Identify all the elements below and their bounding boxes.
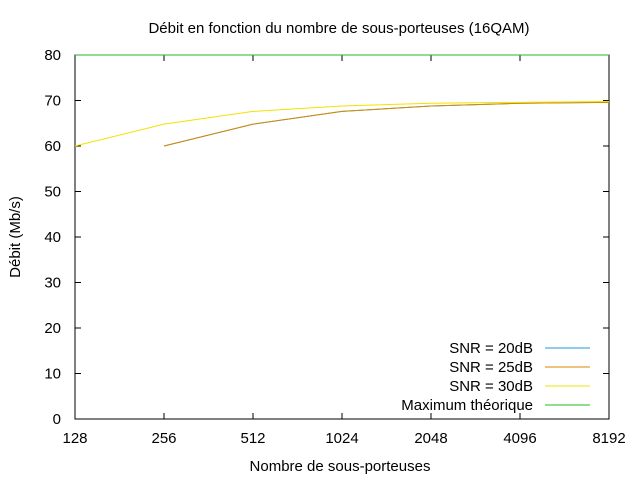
x-tick-label: 2048 — [414, 430, 447, 447]
y-tick-label: 20 — [44, 320, 61, 337]
x-tick-label: 8192 — [592, 430, 625, 447]
y-tick-label: 80 — [44, 47, 61, 64]
y-tick-label: 60 — [44, 138, 61, 155]
y-tick-label: 40 — [44, 229, 61, 246]
axes: 0 10 20 30 40 50 60 70 80 128 256 512 1024 2048 4096 81… — [44, 47, 625, 447]
x-axis-title: Nombre de sous-porteuses — [250, 458, 431, 475]
y-tick-label: 10 — [44, 366, 61, 383]
y-tick-label: 0 — [53, 411, 61, 428]
x-tick-label: 1024 — [325, 430, 358, 447]
x-tick-label: 128 — [62, 430, 87, 447]
legend-label: SNR = 20dB — [449, 340, 533, 357]
legend-label: Maximum théorique — [401, 397, 533, 414]
series-line-snr-30db — [74, 100, 610, 147]
y-axis-title: Débit (Mb/s) — [7, 196, 24, 278]
legend-label: SNR = 25dB — [449, 359, 533, 376]
chart-title: Débit en fonction du nombre de sous-port… — [148, 20, 529, 37]
series-lines — [74, 54, 610, 147]
y-tick-label: 30 — [44, 275, 61, 292]
x-tick-label: 4096 — [503, 430, 536, 447]
x-tick-label: 256 — [151, 430, 176, 447]
y-tick-label: 70 — [44, 93, 61, 110]
series-line-snr-25db — [163, 101, 610, 147]
y-tick-label: 50 — [44, 184, 61, 201]
x-tick-label: 512 — [240, 430, 265, 447]
legend: SNR = 20dB SNR = 25dB SNR = 30dB Maximum th… — [401, 340, 590, 414]
legend-label: SNR = 30dB — [449, 378, 533, 395]
